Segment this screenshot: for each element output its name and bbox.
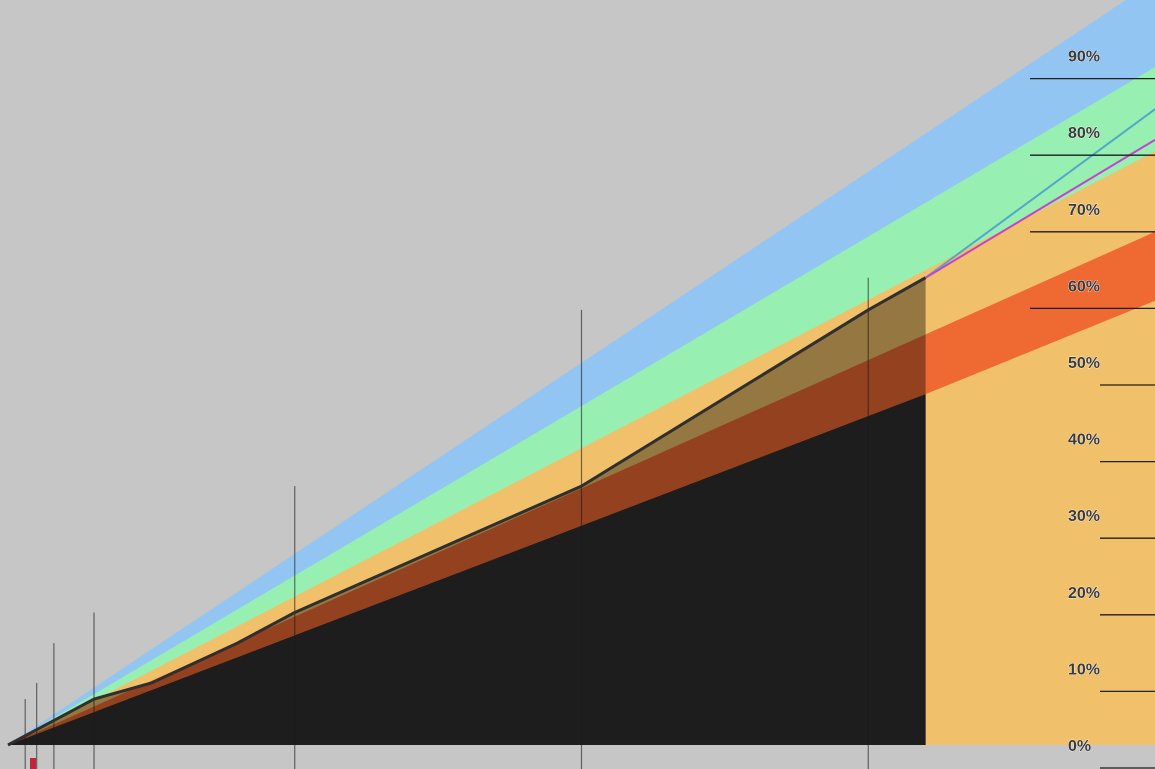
- series-line-2: [925, 139, 1155, 279]
- series-line-0: [7, 276, 927, 747]
- series-line-1: [925, 108, 1155, 279]
- y-axis: 0% 10% 20% 30% 40% 50% 60% 70% 80% 90%: [1030, 48, 1155, 769]
- y-tick-label-1: 10%: [1068, 661, 1100, 678]
- x-dividers: [24, 277, 869, 769]
- y-tick-label-0: 0%: [1068, 738, 1091, 755]
- y-tick-label-8: 80%: [1068, 125, 1100, 142]
- y-tick-label-5: 50%: [1068, 355, 1100, 372]
- y-tick-label-2: 20%: [1068, 585, 1100, 602]
- y-tick-label-6: 60%: [1068, 278, 1100, 295]
- y-tick-label-9: 90%: [1068, 49, 1100, 66]
- band-4: [8, 394, 926, 745]
- y-tick-label-7: 70%: [1068, 202, 1100, 219]
- series-lines: [7, 108, 1155, 769]
- start-marker: [30, 758, 36, 769]
- realised-area: [8, 277, 926, 745]
- y-tick-label-3: 30%: [1068, 508, 1100, 525]
- y-tick-label-4: 40%: [1068, 432, 1100, 449]
